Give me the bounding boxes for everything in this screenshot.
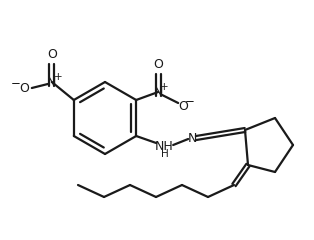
Text: NH: NH xyxy=(155,139,174,152)
Text: O: O xyxy=(178,100,188,113)
Text: H: H xyxy=(161,149,169,159)
Text: +: + xyxy=(53,72,62,82)
Text: O: O xyxy=(153,59,163,72)
Text: +: + xyxy=(160,82,169,92)
Text: N: N xyxy=(187,132,197,144)
Text: N: N xyxy=(154,85,163,98)
Text: O: O xyxy=(47,48,57,61)
Text: −: − xyxy=(11,78,21,90)
Text: N: N xyxy=(47,76,57,89)
Text: O: O xyxy=(19,82,29,95)
Text: −: − xyxy=(185,95,195,108)
